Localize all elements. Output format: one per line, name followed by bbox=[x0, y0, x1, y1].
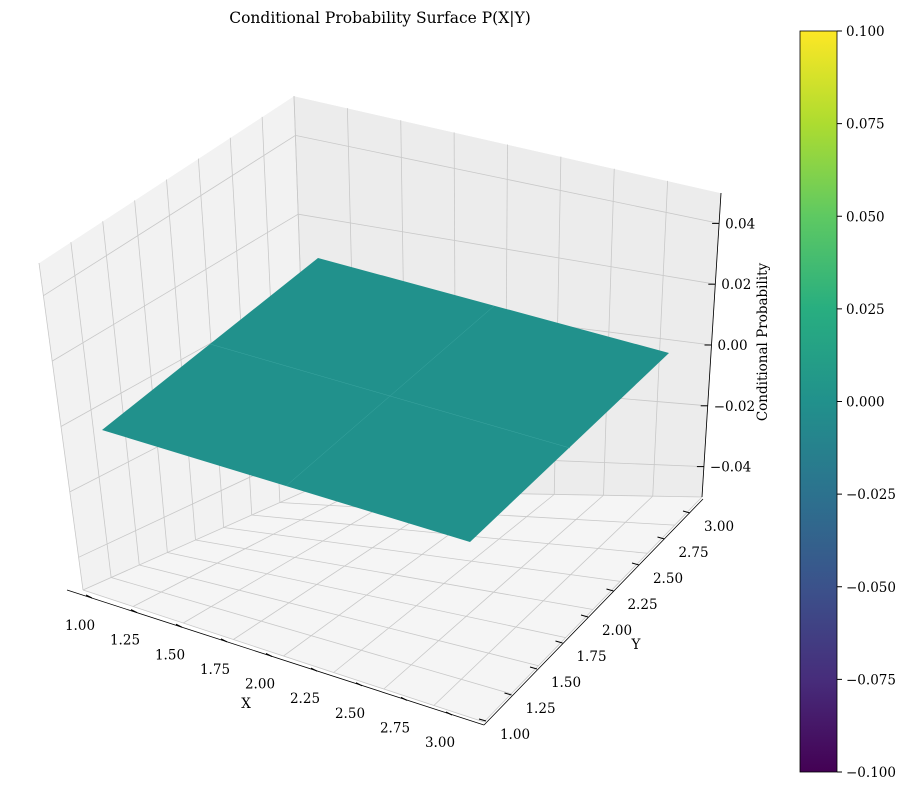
x-tick bbox=[310, 667, 318, 672]
y-tick-label: 2.00 bbox=[602, 623, 632, 639]
y-gridline-floor bbox=[82, 589, 485, 723]
surface bbox=[102, 258, 669, 542]
x-axis-label: X bbox=[241, 696, 251, 712]
z-axis: −0.04 −0.02 0.00 0.02 0.04 bbox=[696, 192, 755, 498]
chart-title: Conditional Probability Surface P(X|Y) bbox=[229, 9, 531, 27]
y-tick-label: 2.50 bbox=[653, 571, 683, 587]
z-gridline bbox=[51, 213, 716, 362]
y-gridline-floor bbox=[111, 577, 512, 695]
x-tick bbox=[85, 594, 93, 599]
x-tick bbox=[130, 609, 138, 614]
z-tick-label: 0.04 bbox=[725, 216, 755, 232]
y-tick-label: 1.25 bbox=[525, 701, 555, 717]
x-tick bbox=[220, 638, 228, 643]
colorbar-tick-label: 0.000 bbox=[846, 395, 885, 411]
y-tick-label: 1.75 bbox=[576, 649, 606, 665]
z-gridline bbox=[43, 134, 720, 297]
x-tick bbox=[400, 696, 408, 701]
x-axis: 1.00 1.25 1.50 1.75 2.00 2.25 2.50 2.75 3.00 bbox=[65, 589, 485, 751]
y-tick-label: 1.50 bbox=[551, 675, 581, 691]
colorbar-tick-label: 0.025 bbox=[846, 302, 885, 318]
y-gridline-floor bbox=[195, 539, 594, 610]
y-tick bbox=[504, 692, 512, 696]
colorbar-tick-label: 0.050 bbox=[846, 209, 885, 225]
colorbar-tick-label: −0.075 bbox=[846, 672, 896, 688]
x-tick bbox=[175, 623, 183, 628]
y-tick-label: 1.00 bbox=[500, 727, 530, 743]
colorbar-tick-label: −0.025 bbox=[846, 487, 896, 503]
y-gridline-floor bbox=[223, 527, 621, 582]
y-tick bbox=[657, 536, 665, 540]
z-tick-label: 0.02 bbox=[721, 277, 751, 293]
z-tick-label: −0.02 bbox=[714, 399, 755, 415]
x-tick-label: 1.25 bbox=[110, 633, 140, 649]
z-axis-label: Conditional Probability bbox=[755, 262, 771, 421]
x-tick-label: 1.00 bbox=[65, 618, 95, 634]
y-tick bbox=[580, 614, 589, 618]
x-tick-label: 3.00 bbox=[425, 735, 455, 751]
surface-mesh-line-y bbox=[285, 305, 495, 487]
x-tick-label: 2.25 bbox=[290, 691, 320, 707]
y-tick bbox=[682, 510, 691, 514]
y-gridline-floor bbox=[139, 564, 539, 667]
y-tick-label: 2.75 bbox=[678, 545, 708, 561]
colorbar-tick-label: −0.100 bbox=[846, 765, 896, 781]
y-axis-label: Y bbox=[631, 637, 642, 653]
y-gridline-floor bbox=[167, 552, 566, 639]
colorbar: 0.100 0.075 0.050 0.025 0.000 −0.025 −0.050 −0.… bbox=[799, 24, 896, 781]
colorbar-tick-label: 0.075 bbox=[846, 117, 885, 133]
x-tick bbox=[265, 653, 273, 657]
y-tick-label: 2.25 bbox=[627, 597, 657, 613]
z-tick-label: −0.04 bbox=[710, 460, 751, 476]
colorbar-gradient bbox=[799, 30, 838, 773]
y-tick bbox=[606, 588, 614, 592]
colorbar-tick-label: 0.100 bbox=[846, 24, 885, 40]
y-tick bbox=[529, 666, 538, 670]
x-tick-label: 1.75 bbox=[200, 662, 230, 678]
x-tick-label: 1.50 bbox=[155, 647, 185, 663]
colorbar-ticks: 0.100 0.075 0.050 0.025 0.000 −0.025 −0.050 −0.… bbox=[837, 24, 896, 781]
x-tick-label: 2.00 bbox=[245, 677, 275, 693]
x-tick bbox=[355, 682, 363, 687]
x-tick bbox=[445, 711, 453, 716]
x-tick-label: 2.75 bbox=[380, 720, 410, 736]
y-tick bbox=[478, 718, 487, 722]
colorbar-tick-label: −0.050 bbox=[846, 580, 896, 596]
x-tick-label: 2.50 bbox=[335, 706, 365, 722]
y-tick bbox=[631, 562, 640, 566]
z-tick-label: 0.00 bbox=[718, 338, 748, 354]
y-axis: 1.00 1.25 1.50 1.75 2.00 2.25 2.50 2.75 3.00 bbox=[478, 498, 734, 743]
y-axis-line bbox=[483, 498, 704, 726]
y-tick-label: 3.00 bbox=[704, 519, 734, 535]
y-tick bbox=[555, 640, 563, 644]
